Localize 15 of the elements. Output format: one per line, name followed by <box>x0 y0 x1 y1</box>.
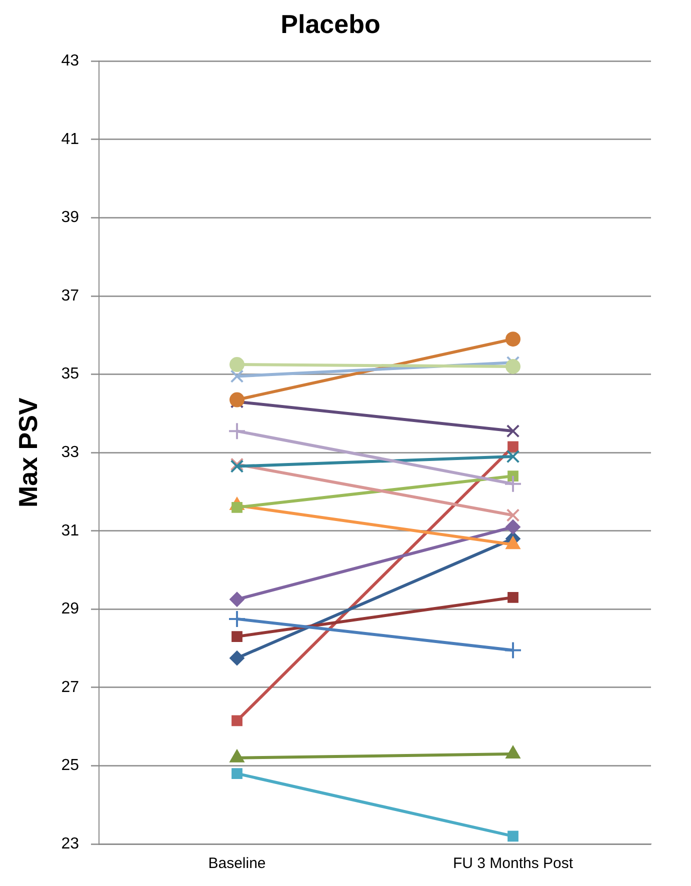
chart-title: Placebo <box>280 8 380 39</box>
y-tick-label: 31 <box>61 522 80 540</box>
y-tick-label: 43 <box>61 52 80 70</box>
y-tick-label: 39 <box>61 209 80 226</box>
x-tick-label: Baseline <box>208 855 266 872</box>
y-tick-label: 25 <box>61 757 80 774</box>
y-tick-label: 29 <box>61 600 80 618</box>
x-tick-label: FU 3 Months Post <box>452 855 574 872</box>
y-tick-label: 35 <box>61 366 80 383</box>
y-tick-label: 41 <box>61 130 80 148</box>
y-tick-label: 37 <box>61 287 80 304</box>
y-tick-label: 23 <box>61 835 80 852</box>
y-tick-label: 33 <box>61 444 80 462</box>
y-tick-label: 27 <box>61 678 80 696</box>
y-axis-title: Max PSV <box>12 397 43 508</box>
